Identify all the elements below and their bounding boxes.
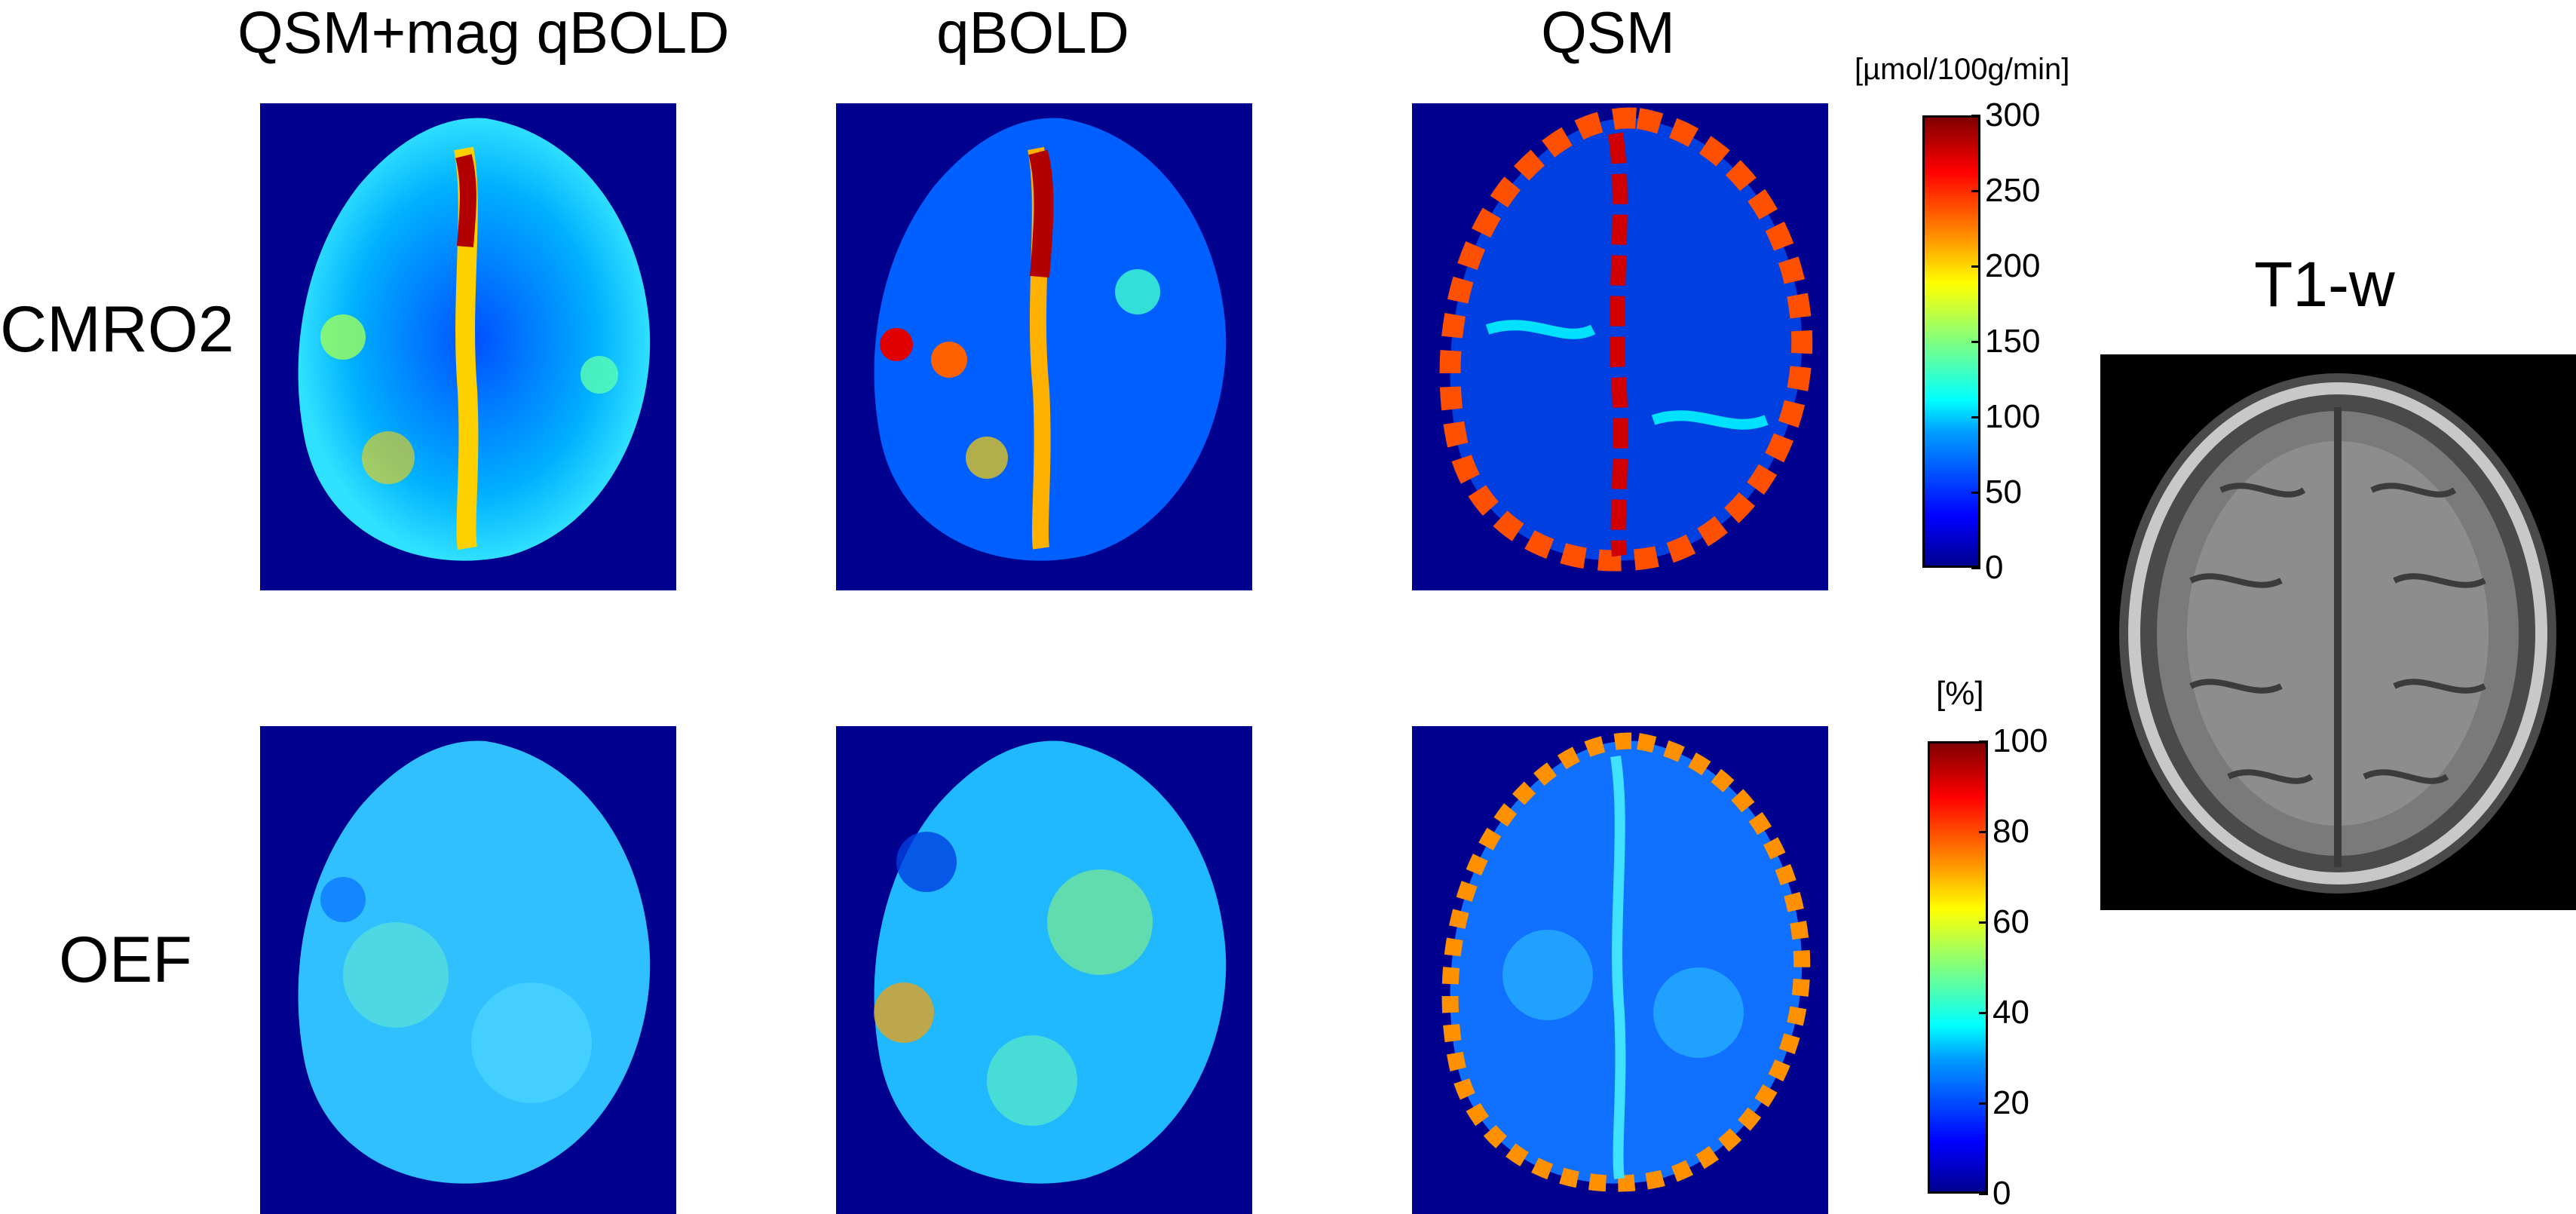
cmro2-map-image [1439,107,1813,572]
cmro2-map-qsm-mag-qbold [260,103,676,590]
oef-tick-mark [1979,1193,1988,1195]
cmro2-tick-label: 250 [1985,172,2041,209]
oef-tick-mark [1979,1012,1988,1014]
cmro2-map-image [298,118,651,561]
cmro2-tick-mark [1971,416,1980,418]
oef-map-image [298,740,651,1184]
cmro2-tick-mark [1971,567,1980,569]
oef-tick-label: 40 [1992,994,2029,1031]
cmro2-map-qbold [836,103,1252,590]
cmro2-tick-mark [1971,190,1980,192]
oef-map-qsm-mag-qbold [260,726,676,1214]
cmro2-tick-label: 300 [1985,97,2041,133]
t1w-brain-image [2119,373,2556,894]
oef-map-image [1441,732,1811,1192]
cmro2-tick-label: 0 [1985,549,2004,586]
cmro2-colorbar [1922,115,1980,568]
oef-tick-label: 20 [1992,1084,2029,1121]
cmro2-tick-mark [1971,265,1980,268]
cmro2-tick-mark [1971,115,1980,117]
oef-tick-label: 0 [1992,1175,2011,1212]
oef-map-qbold [836,726,1252,1214]
t1w-title: T1-w [2254,249,2395,320]
cmro2-tick-mark [1971,341,1980,343]
oef-map-image [874,740,1227,1184]
t1w-image [2100,354,2576,910]
oef-colorbar-unit: [%] [1936,675,1984,712]
cmro2-tick-label: 100 [1985,398,2041,435]
oef-colorbar [1928,741,1988,1194]
oef-tick-label: 60 [1992,903,2029,940]
cmro2-tick-label: 150 [1985,323,2041,360]
oef-tick-mark [1979,831,1988,833]
column-title-qsm: QSM [1541,0,1675,66]
cmro2-tick-label: 50 [1985,474,2022,510]
cmro2-map-image [874,118,1227,561]
oef-map-qsm [1412,726,1828,1214]
column-title-qbold: qBOLD [936,0,1129,66]
oef-tick-label: 100 [1992,722,2048,759]
row-label-cmro2: CMRO2 [0,293,234,366]
row-label-oef: OEF [59,924,192,996]
oef-tick-mark [1979,1102,1988,1105]
oef-tick-mark [1979,740,1988,743]
cmro2-map-qsm [1412,103,1828,590]
column-title-qsm-mag-qbold: QSM+mag qBOLD [237,0,730,66]
cmro2-colorbar-unit: [µmol/100g/min] [1855,53,2070,86]
cmro2-tick-mark [1971,492,1980,494]
oef-tick-mark [1979,921,1988,924]
oef-tick-label: 80 [1992,813,2029,850]
cmro2-tick-label: 200 [1985,247,2041,284]
